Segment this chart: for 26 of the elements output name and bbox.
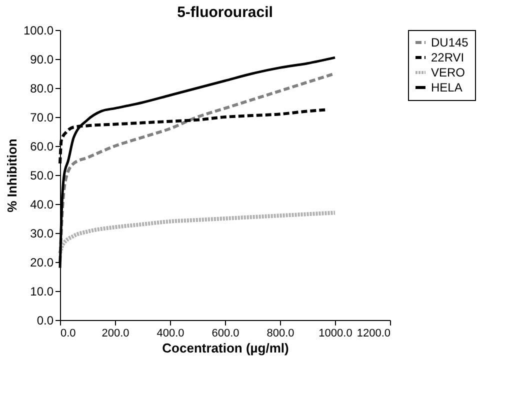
y-tick-label: 30.0 [30,226,54,240]
y-tick-label: 100.0 [23,24,54,38]
y-tick-label: 80.0 [30,82,54,96]
y-tick-label: 10.0 [30,284,54,298]
x-tick-label: 0.0 [60,328,76,340]
y-axis-title: % Inhibition [4,138,20,212]
y-tick-label: 0.0 [36,314,54,328]
y-tick-label: 60.0 [30,140,54,154]
x-tick-label: 1000.0 [318,328,352,340]
x-tick-label: 600.0 [212,328,240,340]
legend-label: VERO [431,66,466,80]
x-axis-title: Cocentration (µg/ml) [162,340,289,356]
x-tick-label: 1200.0 [356,328,390,340]
y-tick-label: 50.0 [30,168,54,182]
x-tick-label: 200.0 [102,328,130,340]
legend-label: 22RVI [431,50,464,64]
legend-label: HELA [431,80,462,94]
legend-label: DU145 [431,36,469,50]
y-tick-label: 20.0 [30,256,54,270]
y-tick-label: 70.0 [30,110,54,124]
chart-title: 5-fluorouracil [177,4,273,21]
line-series [58,210,337,256]
y-tick-label: 40.0 [30,198,54,212]
y-tick-label: 90.0 [30,52,54,66]
x-tick-label: 800.0 [266,328,294,340]
x-tick-label: 400.0 [156,328,184,340]
